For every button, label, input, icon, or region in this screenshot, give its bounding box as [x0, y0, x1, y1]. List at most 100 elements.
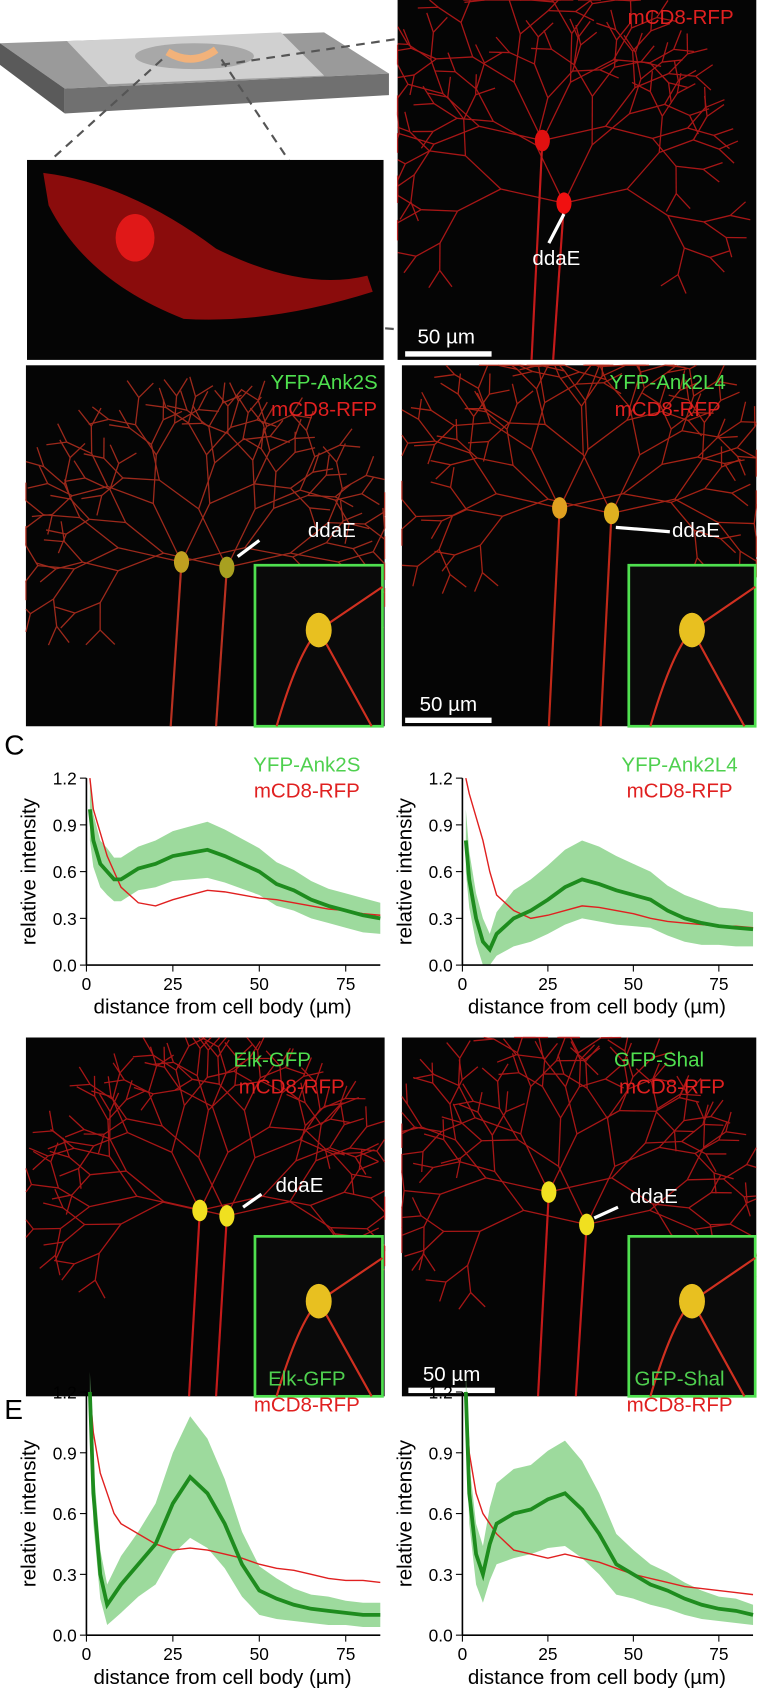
dendrite	[495, 36, 511, 53]
dendrite	[413, 58, 437, 76]
dendrite	[655, 1110, 675, 1132]
dendrite	[454, 71, 477, 90]
dendrite	[577, 20, 591, 39]
dendrite	[333, 1151, 361, 1155]
axon	[574, 1224, 588, 1397]
dendrite	[120, 1201, 165, 1225]
dendrite	[505, 1103, 525, 1113]
dendrite	[420, 1215, 445, 1232]
dendrite	[176, 378, 188, 397]
dendrite	[103, 1118, 127, 1135]
dendrite	[557, 1054, 565, 1075]
scale-bar	[408, 1387, 495, 1394]
series-line	[88, 809, 381, 921]
dendrite	[269, 435, 290, 444]
dendrite	[284, 1048, 294, 1068]
dendrite	[237, 1043, 254, 1059]
dendrite	[434, 70, 456, 73]
dendrite	[572, 44, 582, 72]
dendrite	[140, 1093, 154, 1111]
dendrite	[415, 242, 441, 257]
dendrite	[651, 1038, 661, 1058]
dendrite	[629, 406, 641, 455]
dendrite	[725, 237, 733, 258]
dendrite	[611, 498, 676, 514]
dendrite	[60, 612, 76, 629]
dendrite	[341, 474, 367, 490]
dendrite	[717, 521, 755, 525]
dendrite	[433, 103, 458, 119]
cell-body	[541, 1181, 557, 1203]
dendrite	[118, 452, 137, 465]
dendrite	[720, 538, 737, 554]
dendrite	[517, 1139, 559, 1167]
dendrite	[112, 1099, 129, 1133]
dendrite	[437, 6, 462, 23]
dendrite	[701, 422, 706, 459]
dendrite	[412, 1162, 434, 1169]
dendrite	[508, 422, 546, 426]
dendrite	[401, 1226, 425, 1236]
dendrite	[230, 419, 258, 429]
dendrite	[65, 518, 90, 535]
dendrite	[484, 408, 510, 424]
dendrite	[687, 412, 708, 422]
dendrite	[675, 165, 704, 170]
dendrite	[455, 419, 458, 440]
dendrite	[110, 1096, 128, 1120]
dendrite	[134, 397, 140, 425]
dendrite	[196, 1075, 209, 1111]
dendrite	[481, 1067, 499, 1082]
dendrite	[573, 64, 593, 97]
dendrite	[290, 471, 314, 489]
dendrite	[207, 1070, 234, 1078]
dendrite	[158, 479, 200, 510]
dendrite	[166, 405, 188, 411]
dendrite	[312, 468, 334, 473]
dendrite	[449, 1079, 463, 1105]
axon	[215, 1215, 228, 1397]
dendrite	[456, 439, 478, 459]
dendrite	[298, 1099, 306, 1126]
dendrite	[43, 466, 65, 485]
dendrite	[513, 81, 543, 141]
dendrite	[703, 1101, 714, 1121]
dendrite	[427, 92, 448, 98]
y-tick-label: 1.2	[429, 1382, 453, 1402]
dendrite	[339, 1096, 360, 1106]
dendrite	[84, 477, 111, 491]
dendrite	[78, 1145, 95, 1169]
dendrite	[584, 400, 589, 450]
dendrite	[692, 115, 708, 141]
dendrite	[234, 1058, 239, 1086]
dendrite	[55, 561, 83, 570]
dendrite	[610, 9, 617, 30]
dendrite	[407, 440, 436, 444]
dendrite	[91, 453, 109, 487]
dendrite	[440, 1177, 487, 1195]
dendrite	[43, 1202, 64, 1209]
cell-body	[219, 556, 235, 579]
dendrite	[414, 1126, 442, 1133]
dendrite	[702, 447, 738, 460]
dendrite	[125, 1090, 145, 1101]
dendrite	[226, 552, 291, 569]
dendrite	[460, 1140, 483, 1159]
dendrite	[202, 422, 229, 435]
dendrite	[279, 1047, 291, 1067]
dendrite	[322, 446, 338, 463]
dendrite	[535, 144, 565, 204]
dendrite	[488, 422, 510, 443]
dendrite	[628, 78, 642, 114]
dendrite	[152, 503, 183, 563]
dendrite	[605, 125, 653, 139]
dendrite	[723, 463, 736, 482]
y-axis-label: relative intensity	[18, 1439, 41, 1587]
dendrite	[217, 1046, 227, 1074]
dendrite	[455, 1157, 462, 1179]
dendrite	[580, 406, 584, 455]
dendrite	[308, 507, 317, 528]
dendrite	[544, 383, 577, 404]
dendrite	[716, 365, 725, 382]
dendrite	[498, 1072, 519, 1076]
